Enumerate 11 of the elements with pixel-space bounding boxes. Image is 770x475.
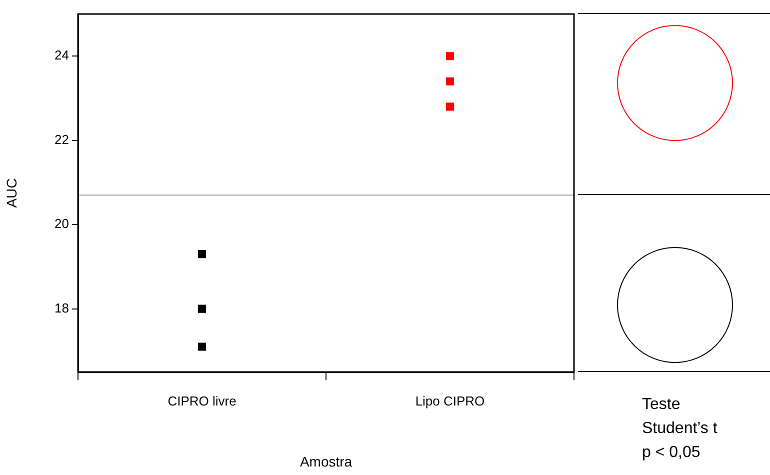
y-tick-label: 20 <box>54 216 69 232</box>
text: Student’s t <box>642 419 718 439</box>
text: Teste <box>642 395 682 415</box>
y-tick-label: 18 <box>54 300 69 316</box>
y-axis-title: AUC <box>3 178 20 208</box>
y-tick-label: 22 <box>54 132 69 147</box>
y-tick-label: 24 <box>54 48 69 63</box>
x-tick-label: Lipo CIPRO <box>415 393 485 408</box>
x-axis-title: Amostra <box>300 453 352 470</box>
text: p < 0,05 <box>642 443 702 463</box>
x-tick-label: CIPRO livre <box>168 393 236 408</box>
